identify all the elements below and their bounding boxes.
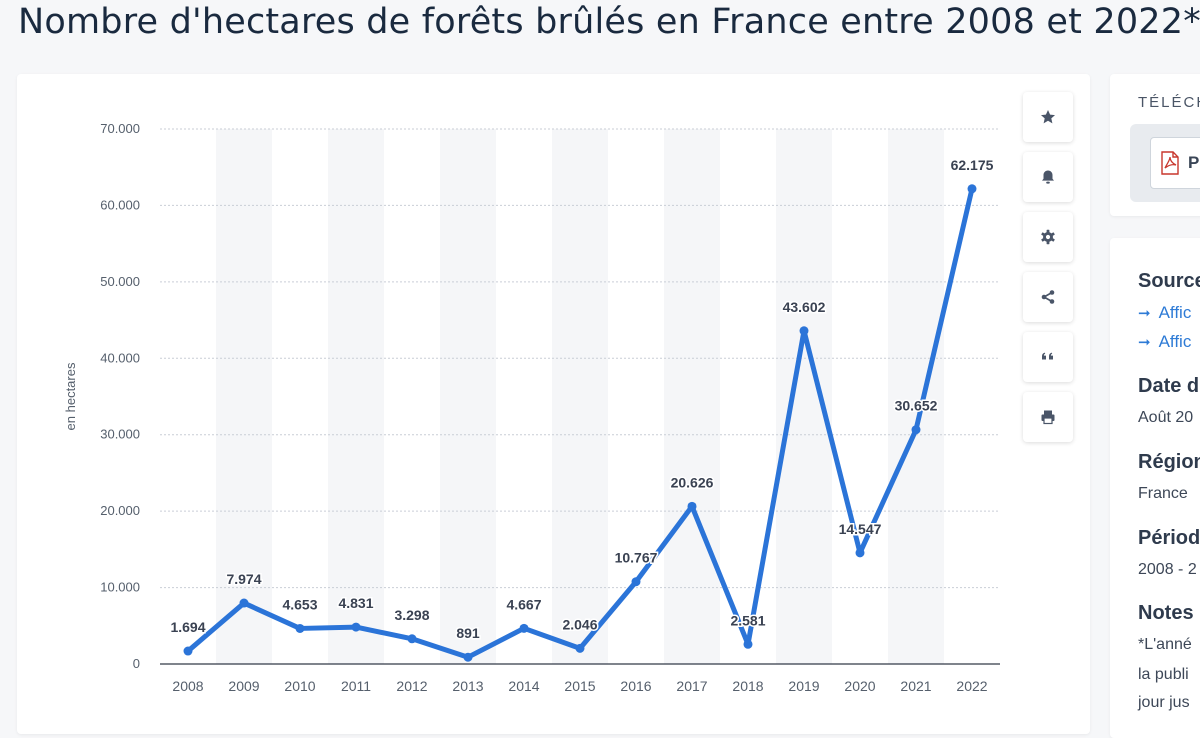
settings-button[interactable] bbox=[1023, 212, 1073, 262]
data-label: 891 bbox=[456, 625, 480, 641]
data-label: 14.547 bbox=[839, 521, 882, 537]
region-heading: Région bbox=[1138, 451, 1200, 473]
data-label: 1.694 bbox=[170, 619, 205, 635]
data-point bbox=[687, 501, 697, 511]
arrow-right-icon: ➞ bbox=[1138, 334, 1151, 351]
gear-icon bbox=[1041, 229, 1055, 245]
x-tick-label: 2008 bbox=[172, 678, 203, 694]
x-tick-label: 2011 bbox=[341, 678, 371, 694]
column-band bbox=[328, 129, 384, 664]
column-band bbox=[664, 129, 720, 664]
x-tick-label: 2009 bbox=[228, 678, 259, 694]
notes-line: *L'anné bbox=[1138, 636, 1192, 653]
date-heading: Date d bbox=[1138, 375, 1200, 397]
download-pdf-button[interactable]: P bbox=[1150, 137, 1200, 189]
y-tick-label: 10.000 bbox=[100, 580, 140, 595]
data-label: 20.626 bbox=[671, 474, 714, 490]
pdf-file-icon bbox=[1161, 151, 1179, 175]
data-label: 30.652 bbox=[895, 398, 938, 414]
data-point bbox=[519, 623, 529, 633]
share-icon bbox=[1041, 290, 1055, 304]
data-label: 7.974 bbox=[226, 571, 261, 587]
source-link-2[interactable]: ➞ Affic bbox=[1138, 332, 1192, 351]
data-point bbox=[743, 639, 753, 649]
y-tick-label: 0 bbox=[133, 656, 140, 671]
data-label: 4.667 bbox=[506, 596, 541, 612]
x-tick-label: 2016 bbox=[620, 678, 651, 694]
column-band bbox=[888, 129, 944, 664]
column-band bbox=[440, 129, 496, 664]
y-tick-label: 60.000 bbox=[100, 197, 140, 212]
y-tick-label: 50.000 bbox=[100, 274, 140, 289]
x-tick-label: 2014 bbox=[508, 678, 539, 694]
page-title: Nombre d'hectares de forêts brûlés en Fr… bbox=[18, 2, 1200, 42]
source-heading: Source bbox=[1138, 270, 1200, 292]
favorite-button[interactable] bbox=[1023, 92, 1073, 142]
x-tick-label: 2021 bbox=[900, 678, 931, 694]
data-label: 3.298 bbox=[394, 607, 429, 623]
x-tick-label: 2019 bbox=[788, 678, 819, 694]
download-card: TÉLÉCH P bbox=[1110, 74, 1200, 216]
y-tick-label: 30.000 bbox=[100, 427, 140, 442]
notification-button[interactable] bbox=[1023, 152, 1073, 202]
period-value: 2008 - 2 bbox=[1138, 561, 1197, 578]
x-tick-label: 2010 bbox=[284, 678, 315, 694]
notes-line: la publi bbox=[1138, 666, 1189, 683]
x-tick-label: 2020 bbox=[844, 678, 875, 694]
chart-card: 0 10.000 20.000 30.000 40.000 50.000 60.000 70.… bbox=[17, 74, 1090, 734]
notes-line: jour jus bbox=[1138, 694, 1190, 711]
column-band bbox=[216, 129, 272, 664]
data-point bbox=[239, 598, 249, 608]
share-button[interactable] bbox=[1023, 272, 1073, 322]
download-pdf-label: P bbox=[1188, 153, 1200, 172]
data-label: 43.602 bbox=[783, 299, 826, 315]
y-tick-label: 20.000 bbox=[100, 503, 140, 518]
data-point bbox=[967, 184, 977, 194]
data-point bbox=[631, 577, 641, 587]
x-tick-label: 2018 bbox=[732, 678, 763, 694]
download-title: TÉLÉCH bbox=[1138, 94, 1200, 111]
data-point bbox=[911, 425, 921, 435]
data-label: 10.767 bbox=[615, 550, 658, 566]
data-point bbox=[295, 623, 305, 633]
y-tick-label: 40.000 bbox=[100, 350, 140, 365]
x-tick-label: 2012 bbox=[396, 678, 427, 694]
date-value: Août 20 bbox=[1138, 409, 1194, 426]
print-button[interactable] bbox=[1023, 392, 1073, 442]
printer-icon bbox=[1041, 410, 1055, 425]
bell-icon bbox=[1042, 170, 1054, 184]
quote-icon bbox=[1042, 352, 1053, 360]
region-value: France bbox=[1138, 485, 1188, 502]
data-label: 2.581 bbox=[730, 612, 765, 628]
cite-button[interactable] bbox=[1023, 332, 1073, 382]
download-options: P bbox=[1130, 124, 1200, 202]
y-tick-label: 70.000 bbox=[100, 121, 140, 136]
data-point bbox=[407, 634, 417, 644]
period-heading: Périod bbox=[1138, 527, 1200, 549]
x-tick-label: 2017 bbox=[676, 678, 707, 694]
data-point bbox=[183, 646, 193, 656]
statistic-info-card: Source ➞ Affic ➞ Affic Date d Août 20 Régi… bbox=[1110, 238, 1200, 738]
y-axis-label: en hectares bbox=[63, 362, 78, 430]
arrow-right-icon: ➞ bbox=[1138, 305, 1151, 322]
data-point bbox=[855, 548, 865, 558]
data-label: 4.831 bbox=[338, 595, 373, 611]
x-tick-label: 2013 bbox=[452, 678, 483, 694]
data-point bbox=[463, 652, 473, 662]
notes-heading: Notes bbox=[1138, 602, 1194, 624]
column-band bbox=[776, 129, 832, 664]
x-tick-label: 2015 bbox=[564, 678, 595, 694]
star-icon bbox=[1041, 110, 1055, 124]
data-point bbox=[351, 622, 361, 632]
source-link-1[interactable]: ➞ Affic bbox=[1138, 303, 1192, 322]
data-point bbox=[799, 326, 809, 336]
line-chart: 0 10.000 20.000 30.000 40.000 50.000 60.000 70.… bbox=[63, 121, 1000, 694]
chart-toolbar bbox=[1023, 92, 1073, 452]
data-label: 2.046 bbox=[562, 616, 597, 632]
x-tick-label: 2022 bbox=[956, 678, 987, 694]
column-band bbox=[552, 129, 608, 664]
data-point bbox=[575, 643, 585, 653]
data-label: 62.175 bbox=[951, 157, 994, 173]
data-label: 4.653 bbox=[282, 596, 317, 612]
